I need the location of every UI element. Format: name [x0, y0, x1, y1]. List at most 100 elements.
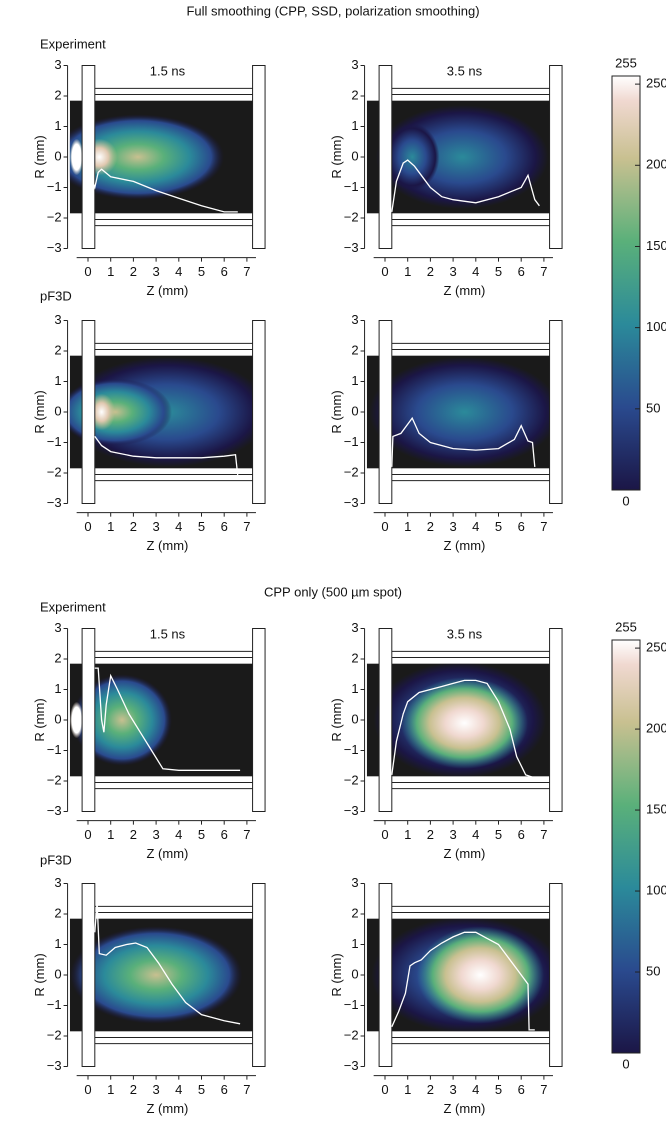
- y-tick-label: −3: [344, 495, 359, 510]
- x-axis-label: Z (mm): [444, 283, 486, 298]
- profile-line: [391, 416, 536, 467]
- x-axis-label: Z (mm): [444, 1101, 486, 1116]
- y-axis-label: R (mm): [32, 135, 47, 178]
- x-tick-label: 4: [175, 827, 182, 842]
- x-tick-label: 3: [449, 1082, 456, 1097]
- y-axis-label: R (mm): [329, 135, 344, 178]
- profile-line: [391, 679, 536, 779]
- colorbar-label: 250: [646, 640, 666, 655]
- heatmap-image: [69, 355, 263, 469]
- x-tick-label: 7: [540, 264, 547, 279]
- y-tick-label: 2: [54, 905, 61, 920]
- x-tick-label: 3: [152, 519, 159, 534]
- y-tick-label: 1: [351, 373, 358, 388]
- intensity-blob: [69, 378, 172, 446]
- y-tick-label: 1: [54, 681, 61, 696]
- intensity-blob: [400, 677, 529, 769]
- x-axis-label: Z (mm): [147, 1101, 189, 1116]
- row-label: pF3D: [40, 288, 72, 303]
- x-tick-label: 3: [152, 264, 159, 279]
- y-axis-label: R (mm): [329, 698, 344, 741]
- x-tick-label: 1: [404, 519, 411, 534]
- y-axis-label: R (mm): [32, 698, 47, 741]
- y-tick-label: −3: [344, 803, 359, 818]
- x-axis-label: Z (mm): [444, 538, 486, 553]
- x-axis-label: Z (mm): [444, 846, 486, 861]
- y-tick-label: 3: [54, 875, 61, 890]
- y-tick-label: 3: [351, 875, 358, 890]
- y-tick-label: 1: [351, 118, 358, 133]
- x-tick-label: 3: [449, 827, 456, 842]
- x-tick-label: 2: [427, 1082, 434, 1097]
- holder: [252, 883, 266, 1067]
- heatmap-image: [366, 918, 560, 1032]
- colorbar-label: 50: [646, 963, 660, 978]
- x-tick-label: 1: [107, 827, 114, 842]
- y-tick-label: −2: [344, 1027, 359, 1042]
- y-tick-label: −2: [47, 464, 62, 479]
- y-tick-label: −2: [344, 209, 359, 224]
- y-axis-label: R (mm): [329, 390, 344, 433]
- x-tick-label: 6: [221, 264, 228, 279]
- x-tick-label: 2: [427, 519, 434, 534]
- x-tick-label: 4: [472, 827, 479, 842]
- y-tick-label: −1: [344, 742, 359, 757]
- y-tick-label: 0: [351, 403, 358, 418]
- y-tick-label: −2: [47, 209, 62, 224]
- x-tick-label: 3: [152, 827, 159, 842]
- heatmap-image: [366, 663, 560, 777]
- x-tick-label: 3: [449, 519, 456, 534]
- x-tick-label: 4: [472, 519, 479, 534]
- y-tick-label: 2: [351, 650, 358, 665]
- x-tick-label: 7: [243, 519, 250, 534]
- colorbar: 0 50 100 150 200 250 255: [611, 55, 666, 508]
- y-tick-label: 3: [351, 620, 358, 635]
- x-tick-label: 6: [518, 264, 525, 279]
- colorbar-fill: [611, 75, 641, 491]
- intensity-blob: [369, 357, 560, 467]
- holder: [252, 628, 266, 812]
- y-tick-label: 1: [351, 936, 358, 951]
- y-tick-label: −3: [47, 495, 62, 510]
- section-title: CPP only (500 µm spot): [264, 584, 402, 599]
- intensity-blob: [69, 701, 84, 739]
- y-axis-label: R (mm): [329, 953, 344, 996]
- y-tick-label: 0: [351, 148, 358, 163]
- x-tick-label: 2: [130, 519, 137, 534]
- colorbar-label: 100: [646, 319, 666, 334]
- x-tick-label: 5: [495, 519, 502, 534]
- heatmap-image: [366, 355, 560, 469]
- holder: [378, 65, 393, 249]
- x-axis-label: Z (mm): [147, 846, 189, 861]
- holder: [81, 628, 96, 812]
- y-tick-label: −3: [344, 1058, 359, 1073]
- holder: [252, 65, 266, 249]
- profile-line: [94, 436, 239, 477]
- x-tick-label: 4: [175, 264, 182, 279]
- x-tick-label: 5: [198, 519, 205, 534]
- colorbar-label: 0: [622, 1056, 629, 1071]
- y-tick-label: −3: [344, 240, 359, 255]
- x-tick-label: 0: [84, 519, 91, 534]
- x-tick-label: 3: [152, 1082, 159, 1097]
- holder: [81, 65, 96, 249]
- x-axis-label: Z (mm): [147, 283, 189, 298]
- x-tick-label: 6: [221, 827, 228, 842]
- x-tick-label: 0: [84, 827, 91, 842]
- section-title: Full smoothing (CPP, SSD, polarization s…: [186, 3, 479, 18]
- x-tick-label: 1: [107, 264, 114, 279]
- y-tick-label: −1: [344, 997, 359, 1012]
- holder: [549, 883, 563, 1067]
- colorbar-label: 200: [646, 157, 666, 172]
- row-label: pF3D: [40, 852, 72, 867]
- y-tick-label: 2: [351, 905, 358, 920]
- colorbar-fill: [611, 639, 641, 1054]
- row-label: Experiment: [40, 36, 106, 51]
- y-tick-label: 3: [351, 57, 358, 72]
- x-tick-label: 4: [472, 1082, 479, 1097]
- x-tick-label: 1: [404, 264, 411, 279]
